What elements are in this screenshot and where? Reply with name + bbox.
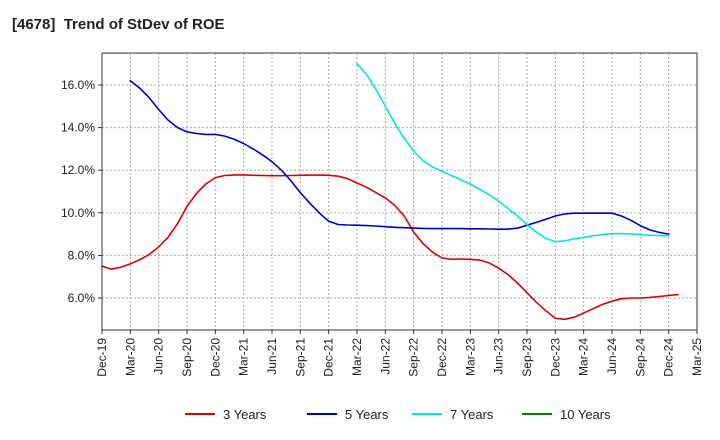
x-tick-label: Sep-21 [293, 338, 307, 377]
legend: 3 Years 5 Years 7 Years 10 Years [185, 407, 611, 422]
x-tick-label: Dec-20 [208, 338, 222, 377]
chart-title: [4678] Trend of StDev of ROE [12, 16, 225, 33]
y-tick-label: 6.0% [68, 291, 96, 305]
y-tick-label: 8.0% [68, 248, 96, 262]
x-tick-label: Mar-25 [690, 338, 704, 376]
x-tick-label: Jun-21 [265, 338, 279, 375]
x-tick-label: Jun-24 [605, 338, 619, 375]
y-tick-label: 14.0% [61, 121, 95, 135]
series-line-5-years [129, 79, 670, 235]
x-tick-label: Dec-24 [662, 338, 676, 377]
x-tick-label: Mar-24 [577, 338, 591, 376]
plot-frame [101, 52, 698, 331]
legend-label-7-years: 7 Years [450, 407, 494, 422]
x-tick-label: Jun-20 [152, 338, 166, 375]
series-lines [101, 62, 679, 321]
x-axis: Dec-19 Mar-20 Jun-20 Sep-20 Dec-20 Mar-21 Jun-… [95, 330, 704, 377]
series-line-7-years [356, 62, 670, 243]
x-tick-label: Mar-20 [123, 338, 137, 376]
x-tick-label: Sep-22 [407, 338, 421, 377]
x-tick-label: Dec-21 [322, 338, 336, 377]
x-tick-label: Jun-22 [378, 338, 392, 375]
y-tick-label: 12.0% [61, 163, 95, 177]
grid-lines [102, 53, 697, 330]
x-tick-label: Sep-20 [180, 338, 194, 377]
x-tick-label: Sep-24 [633, 338, 647, 377]
x-tick-label: Mar-22 [350, 338, 364, 376]
x-tick-label: Mar-21 [237, 338, 251, 376]
x-tick-label: Mar-23 [463, 338, 477, 376]
series-line-3-years [101, 174, 679, 321]
y-axis: 6.0% 8.0% 10.0% 12.0% 14.0% 16.0% [61, 78, 102, 305]
y-tick-label: 10.0% [61, 206, 95, 220]
x-tick-label: Dec-19 [95, 338, 109, 377]
legend-label-3-years: 3 Years [223, 407, 267, 422]
x-tick-label: Jun-23 [492, 338, 506, 375]
x-tick-label: Sep-23 [520, 338, 534, 377]
y-tick-label: 16.0% [61, 78, 95, 92]
x-tick-label: Dec-22 [435, 338, 449, 377]
legend-label-5-years: 5 Years [345, 407, 389, 422]
x-tick-label: Dec-23 [548, 338, 562, 377]
legend-label-10-years: 10 Years [560, 407, 611, 422]
